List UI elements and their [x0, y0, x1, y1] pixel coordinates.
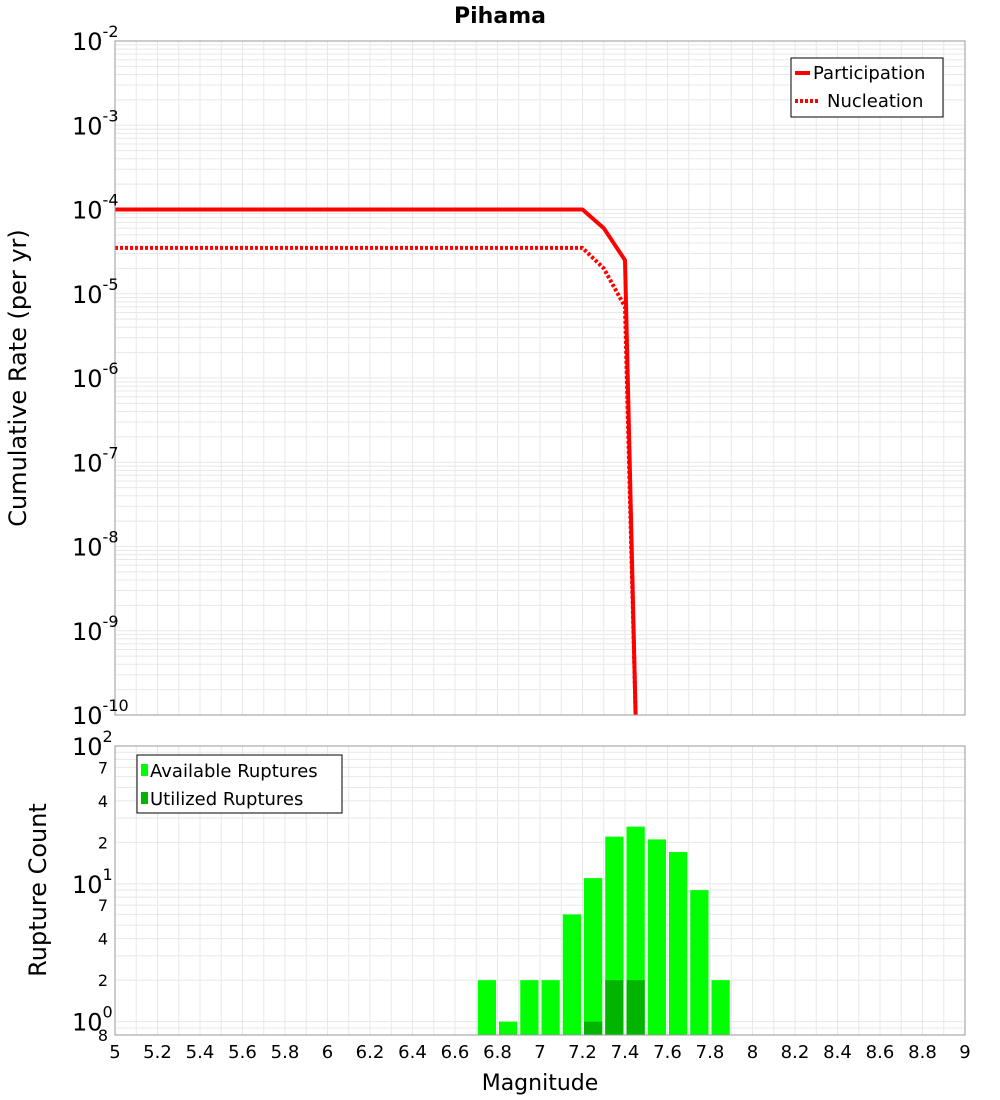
x-tick-label: 6: [322, 1042, 333, 1063]
chart-title: Pihama: [454, 4, 546, 29]
x-tick-label: 5.4: [186, 1042, 215, 1063]
nucleation-line: [115, 245, 638, 716]
top-y-axis-ticks: 10-2 10-3 10-4 10-5 10-6 10-7 10-8 10-9 10-10: [72, 22, 129, 730]
top-legend-box: [790, 57, 944, 118]
x-tick-label: 6.4: [398, 1042, 427, 1063]
available-rupture-bar: [477, 980, 496, 1035]
available-rupture-bar: [711, 980, 730, 1035]
bottom-y-decade-label: 102: [72, 727, 113, 761]
bottom-y-axis-ticks: 102 101 100 7 4 2 7 4 2 8: [72, 727, 113, 1045]
legend-available-swatch: [141, 764, 148, 776]
available-rupture-bar: [541, 980, 560, 1035]
rupture-bars: [477, 826, 730, 1035]
x-axis-ticks: 5 5.2 5.4 5.6 5.8 6 6.2 6.4 6.6 6.8 7 7.2 7.4 7.6 7.8 8…: [109, 1042, 970, 1063]
available-rupture-bar: [584, 878, 603, 1035]
legend-nucleation-label: Nucleation: [827, 91, 923, 112]
x-tick-label: 6.2: [356, 1042, 385, 1063]
utilized-rupture-bar: [605, 980, 624, 1035]
x-tick-label: 5: [109, 1042, 120, 1063]
top-y-axis-label: Cumulative Rate (per yr): [4, 229, 32, 527]
bottom-y-minor-label: 7: [98, 896, 108, 915]
bottom-legend-box: [136, 754, 343, 814]
available-rupture-bar: [690, 890, 709, 1035]
x-tick-label: 7.6: [653, 1042, 682, 1063]
top-y-tick-label: 10-5: [72, 275, 119, 309]
x-tick-label: 5.2: [143, 1042, 172, 1063]
available-rupture-bar: [520, 980, 539, 1035]
top-y-tick-label: 10-3: [72, 106, 119, 140]
bottom-y-minor-label: 7: [98, 758, 108, 777]
top-y-tick-label: 10-4: [72, 191, 119, 225]
top-y-tick-label: 10-8: [72, 528, 119, 562]
x-tick-label: 6.8: [483, 1042, 512, 1063]
top-legend: Participation Nucleation: [790, 57, 944, 118]
rate-lines: [115, 207, 638, 716]
bottom-y-decade-label: 101: [72, 865, 113, 899]
bottom-y-minor-label: 2: [98, 971, 108, 990]
top-y-tick-label: 10-6: [72, 359, 119, 393]
top-plot-grid: [114, 41, 966, 716]
available-rupture-bar: [562, 914, 581, 1035]
x-tick-label: 6.6: [441, 1042, 470, 1063]
x-tick-label: 7.2: [568, 1042, 597, 1063]
bottom-y-minor-label: 8: [98, 1026, 108, 1045]
x-axis-label: Magnitude: [482, 1071, 599, 1096]
x-tick-label: 5.6: [228, 1042, 257, 1063]
top-y-tick-label: 10-9: [72, 612, 119, 646]
bottom-y-minor-label: 4: [98, 792, 108, 811]
legend-available-label: Available Ruptures: [150, 761, 318, 782]
top-y-tick-label: 10-2: [72, 22, 119, 56]
x-tick-label: 8.6: [866, 1042, 895, 1063]
bottom-y-axis-label: Rupture Count: [24, 803, 52, 977]
top-y-tick-label: 10-7: [72, 443, 119, 477]
bottom-plot-frame: [114, 745, 966, 1036]
bottom-y-decade-label: 100: [72, 1003, 113, 1037]
bottom-y-minor-label: 4: [98, 930, 108, 949]
legend-participation-label: Participation: [813, 63, 925, 84]
available-rupture-bar: [647, 839, 666, 1035]
legend-utilized-label: Utilized Ruptures: [150, 789, 303, 810]
available-rupture-bar: [669, 852, 688, 1035]
utilized-rupture-bar: [584, 1021, 603, 1035]
available-rupture-bar: [499, 1021, 518, 1035]
x-tick-label: 7.4: [611, 1042, 640, 1063]
x-tick-label: 8.4: [823, 1042, 852, 1063]
x-tick-label: 8: [747, 1042, 758, 1063]
x-tick-label: 7.8: [696, 1042, 725, 1063]
top-plot-frame: [114, 40, 966, 716]
bottom-y-minor-label: 2: [98, 833, 108, 852]
x-tick-label: 7: [534, 1042, 545, 1063]
x-tick-label: 9: [959, 1042, 970, 1063]
x-tick-label: 8.8: [908, 1042, 937, 1063]
top-y-tick-label: 10-10: [72, 696, 129, 730]
x-tick-label: 5.8: [271, 1042, 300, 1063]
utilized-rupture-bar: [626, 980, 645, 1035]
x-tick-label: 8.2: [781, 1042, 810, 1063]
legend-utilized-swatch: [141, 792, 148, 804]
bottom-legend: Available Ruptures Utilized Ruptures: [136, 754, 343, 814]
